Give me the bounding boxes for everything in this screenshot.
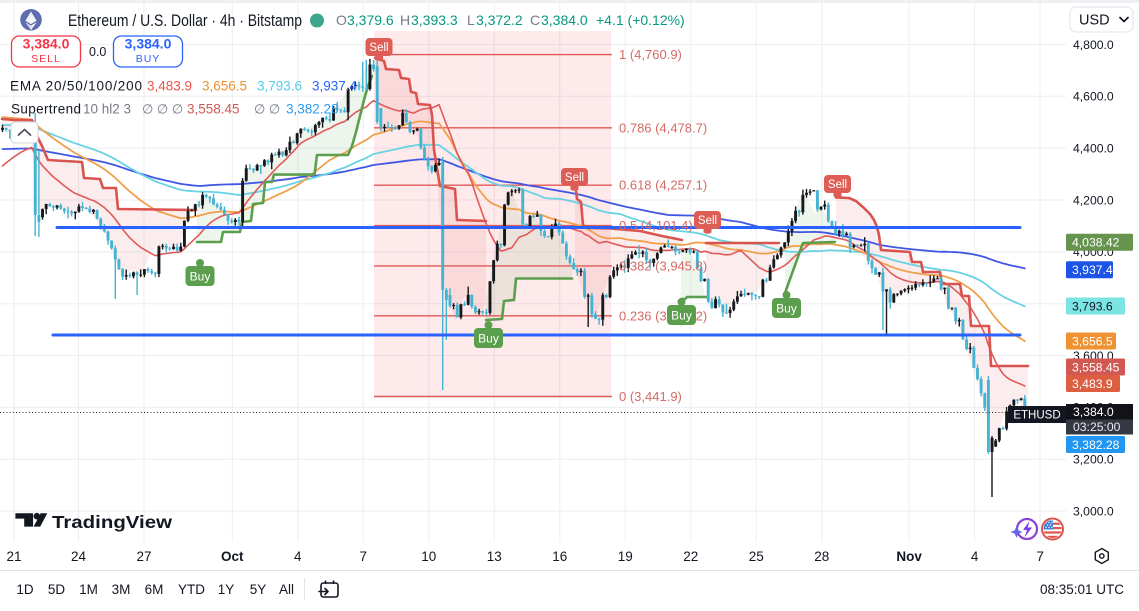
svg-text:1 (4,760.9): 1 (4,760.9) — [619, 47, 682, 62]
svg-text:3,793.6: 3,793.6 — [257, 79, 302, 94]
svg-text:3,000.0: 3,000.0 — [1073, 504, 1114, 518]
svg-text:3,384.0: 3,384.0 — [125, 36, 172, 52]
svg-text:3,382.28: 3,382.28 — [1072, 438, 1120, 452]
svg-text:SELL: SELL — [31, 53, 61, 65]
svg-text:YTD: YTD — [178, 582, 205, 597]
svg-text:4,400.0: 4,400.0 — [1073, 142, 1114, 156]
svg-text:13: 13 — [487, 549, 502, 564]
svg-text:3,384.0: 3,384.0 — [1073, 405, 1114, 419]
svg-text:C: C — [530, 12, 540, 28]
svg-text:3,382.28: 3,382.28 — [286, 102, 339, 117]
svg-text:0.786 (4,478.7): 0.786 (4,478.7) — [619, 120, 707, 135]
svg-text:3,937.4: 3,937.4 — [312, 79, 358, 94]
svg-text:4: 4 — [294, 549, 302, 564]
svg-text:28: 28 — [814, 549, 829, 564]
svg-text:Oct: Oct — [221, 549, 244, 564]
svg-text:1D: 1D — [16, 582, 34, 597]
svg-text:3,483.9: 3,483.9 — [147, 79, 192, 94]
svg-text:24: 24 — [71, 549, 87, 564]
svg-text:ETHUSD: ETHUSD — [1013, 410, 1060, 422]
svg-text:+4.1 (+0.12%): +4.1 (+0.12%) — [596, 12, 685, 28]
svg-text:0.0: 0.0 — [89, 45, 106, 59]
svg-text:21: 21 — [6, 549, 21, 564]
svg-text:∅ ∅: ∅ ∅ — [254, 102, 280, 117]
svg-text:Buy: Buy — [478, 332, 499, 346]
svg-text:Sell: Sell — [698, 215, 717, 227]
svg-text:3,558.45: 3,558.45 — [187, 102, 240, 117]
svg-text:10: 10 — [421, 549, 436, 564]
svg-text:3,483.9: 3,483.9 — [1072, 377, 1113, 391]
svg-text:10 hl2 3: 10 hl2 3 — [83, 102, 131, 117]
svg-text:3,393.3: 3,393.3 — [411, 12, 458, 28]
svg-text:1M: 1M — [79, 582, 98, 597]
svg-text:3,793.6: 3,793.6 — [1072, 299, 1113, 313]
svg-text:Sell: Sell — [565, 172, 584, 184]
svg-text:4,600.0: 4,600.0 — [1073, 90, 1114, 104]
svg-text:27: 27 — [136, 549, 151, 564]
svg-text:All: All — [279, 582, 294, 597]
svg-text:25: 25 — [749, 549, 764, 564]
svg-text:19: 19 — [618, 549, 633, 564]
svg-text:3,937.4: 3,937.4 — [1072, 263, 1113, 277]
svg-text:16: 16 — [552, 549, 567, 564]
svg-text:7: 7 — [360, 549, 368, 564]
svg-text:H: H — [400, 12, 410, 28]
svg-text:4,800.0: 4,800.0 — [1073, 38, 1114, 52]
svg-text:5D: 5D — [48, 582, 66, 597]
svg-text:0.382 (3,945.8): 0.382 (3,945.8) — [619, 258, 707, 273]
svg-text:0.618 (4,257.1): 0.618 (4,257.1) — [619, 178, 707, 193]
svg-text:EMA 20/50/100/200: EMA 20/50/100/200 — [10, 79, 142, 94]
svg-text:3,200.0: 3,200.0 — [1073, 453, 1114, 467]
svg-text:0.5 (4,101.4): 0.5 (4,101.4) — [619, 218, 693, 233]
svg-text:3,558.45: 3,558.45 — [1072, 360, 1120, 374]
svg-text:5Y: 5Y — [250, 582, 267, 597]
svg-text:7: 7 — [1036, 549, 1044, 564]
svg-text:Sell: Sell — [369, 42, 388, 54]
svg-text:3M: 3M — [112, 582, 131, 597]
svg-text:1Y: 1Y — [218, 582, 235, 597]
svg-text:BUY: BUY — [136, 53, 161, 65]
svg-text:6M: 6M — [145, 582, 164, 597]
svg-text:∅ ∅ ∅: ∅ ∅ ∅ — [142, 102, 183, 117]
svg-text:USD: USD — [1079, 13, 1110, 29]
svg-text:0 (3,441.9): 0 (3,441.9) — [619, 389, 682, 404]
svg-text:3,379.6: 3,379.6 — [347, 12, 394, 28]
svg-text:3,384.0: 3,384.0 — [23, 36, 70, 52]
svg-text:Sell: Sell — [828, 179, 847, 191]
svg-text:3,656.5: 3,656.5 — [1072, 334, 1113, 348]
svg-text:Buy: Buy — [776, 302, 797, 316]
svg-text:3,656.5: 3,656.5 — [202, 79, 247, 94]
svg-text:08:35:01 UTC: 08:35:01 UTC — [1040, 582, 1124, 597]
svg-text:4,200.0: 4,200.0 — [1073, 193, 1114, 207]
svg-text:TradingView: TradingView — [52, 512, 172, 532]
svg-text:22: 22 — [683, 549, 698, 564]
svg-text:Buy: Buy — [190, 270, 211, 284]
svg-text:O: O — [336, 12, 347, 28]
svg-text:4: 4 — [971, 549, 979, 564]
svg-text:Supertrend: Supertrend — [11, 102, 81, 117]
svg-text:3,372.2: 3,372.2 — [476, 12, 523, 28]
svg-text:03:25:00: 03:25:00 — [1073, 420, 1121, 434]
svg-text:Nov: Nov — [896, 549, 922, 564]
svg-text:4,038.42: 4,038.42 — [1072, 236, 1120, 250]
svg-text:Ethereum / U.S. Dollar · 4h ·: Ethereum / U.S. Dollar · 4h · Bitstamp — [68, 11, 302, 30]
svg-text:3,384.0: 3,384.0 — [541, 12, 588, 28]
svg-text:Buy: Buy — [671, 309, 692, 323]
svg-text:L: L — [467, 12, 475, 28]
